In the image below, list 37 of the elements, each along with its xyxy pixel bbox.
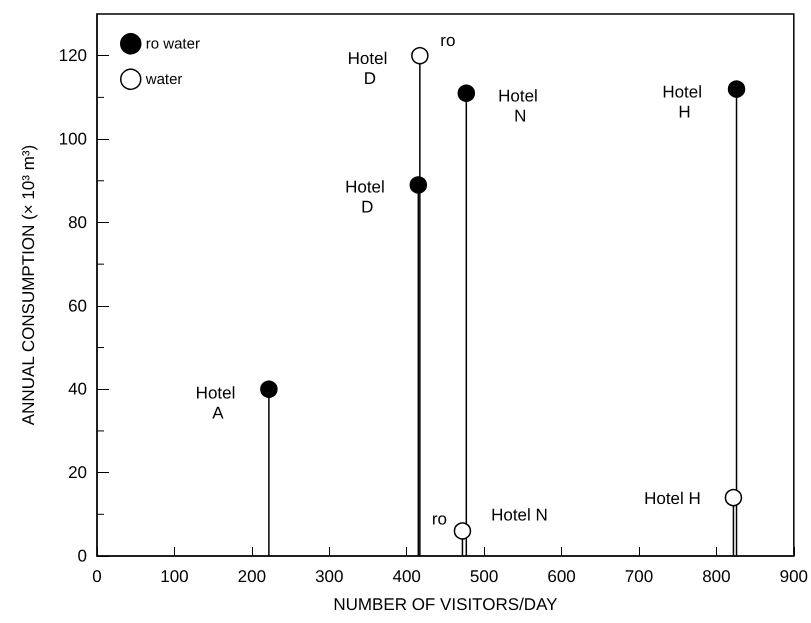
x-axis-title: NUMBER OF VISITORS/DAY [333, 595, 558, 614]
annotation: Hotel A [196, 384, 240, 423]
annotation: ro [432, 509, 448, 528]
y-tick-label: 0 [78, 546, 87, 566]
x-tick-label: 400 [392, 567, 421, 586]
legend-label: water [144, 70, 182, 88]
x-tick-label: 300 [315, 567, 344, 586]
point [411, 46, 429, 64]
x-tick-label: 900 [780, 567, 808, 586]
annotation: Hotel N [498, 86, 543, 126]
x-tick-label: 500 [470, 567, 498, 586]
x-tick-label: 200 [238, 567, 266, 586]
annotation: ro [440, 31, 456, 50]
annotation: Hotel D [345, 177, 390, 216]
y-tick-label: 40 [68, 380, 87, 399]
y-tick-label: 60 [68, 296, 87, 316]
y-tick-label: 20 [68, 463, 87, 482]
point [454, 522, 472, 540]
y-tick-label: 100 [58, 130, 87, 149]
y-tick-label: 120 [58, 46, 87, 66]
x-tick-label: 700 [624, 567, 654, 586]
annotation: Hotel H [644, 489, 701, 508]
x-tick-label: 0 [92, 567, 102, 586]
x-tick-label: 100 [160, 567, 189, 586]
point [458, 84, 476, 102]
x-tick-label: 800 [702, 567, 731, 586]
point [728, 80, 746, 98]
point [724, 488, 742, 506]
y-axis-title: ANNUAL CONSUMPTION (× 10³ m³) [19, 144, 38, 426]
y-tick-label: 80 [68, 212, 87, 232]
point [410, 176, 428, 194]
annotation: Hotel N [491, 505, 548, 524]
legend-label: ro water [146, 35, 200, 52]
annotation: Hotel H [662, 82, 707, 122]
point [260, 380, 278, 398]
x-tick-label: 600 [547, 567, 576, 586]
annotation: Hotel D [348, 49, 392, 88]
